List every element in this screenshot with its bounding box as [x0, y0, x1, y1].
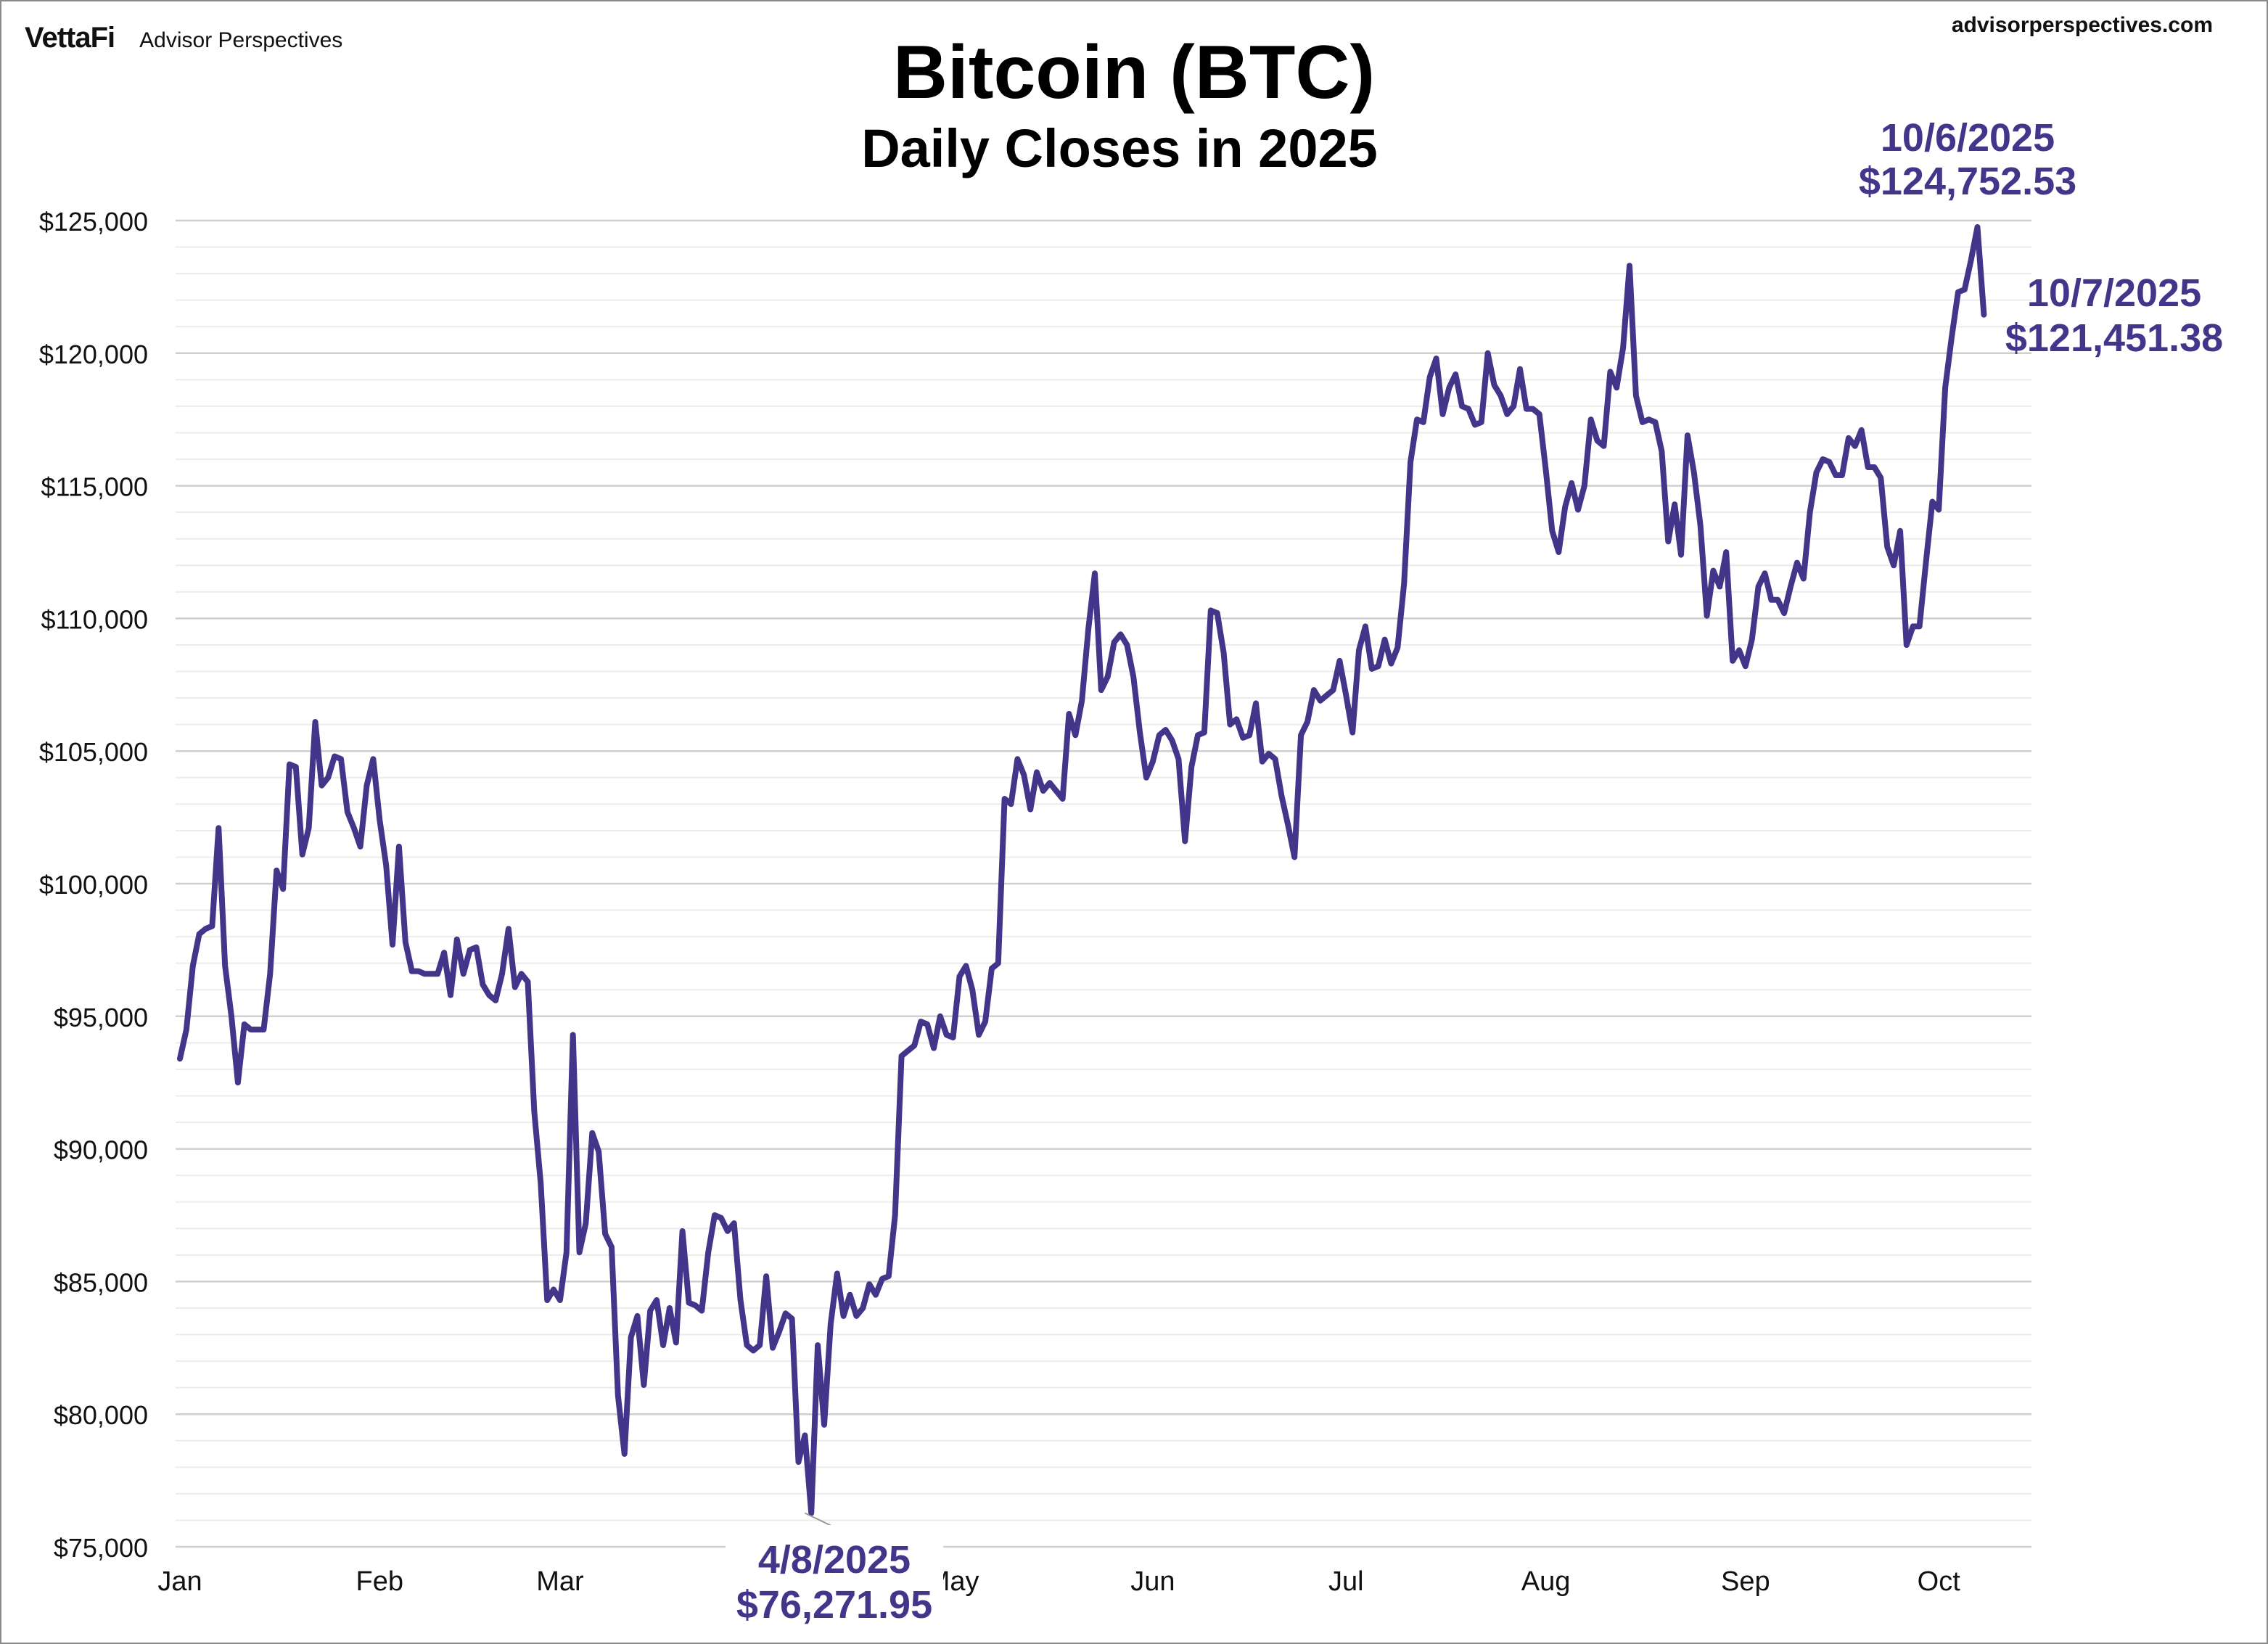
y-tick-label: $80,000	[54, 1400, 148, 1430]
x-tick-label: Oct	[1918, 1566, 1961, 1597]
y-tick-label: $95,000	[54, 1003, 148, 1032]
brand-name: Advisor Perspectives	[139, 28, 343, 52]
x-tick-label: Sep	[1721, 1566, 1770, 1597]
annotation-low-date: 4/8/2025	[758, 1538, 911, 1582]
x-tick-label: Mar	[536, 1566, 584, 1597]
y-tick-label: $105,000	[39, 737, 148, 767]
y-tick-label: $125,000	[39, 207, 148, 237]
y-tick-label: $90,000	[54, 1135, 148, 1165]
annotation-low-value: $76,271.95	[736, 1583, 932, 1627]
y-tick-label: $110,000	[41, 604, 148, 634]
y-tick-label: $100,000	[39, 870, 148, 900]
site-url: advisorperspectives.com	[1951, 13, 2213, 37]
annotation-last-date: 10/7/2025	[2027, 271, 2201, 315]
series-line	[177, 224, 1987, 1516]
y-tick-label: $75,000	[54, 1533, 148, 1563]
annotation-backdrop	[726, 1525, 943, 1619]
annotation-layer: 4/8/2025$76,271.95 10/6/2025$124,752.53 10…	[726, 116, 2223, 1627]
annotation-peak-value: $124,752.53	[1859, 160, 2076, 203]
y-tick-label: $120,000	[39, 340, 148, 369]
series-layer	[177, 224, 1987, 1516]
y-tick-label: $115,000	[41, 472, 148, 502]
y-tick-label: $85,000	[54, 1267, 148, 1297]
annotation-last-value: $121,451.38	[2005, 316, 2223, 360]
vettafi-logo: VettaFi	[25, 22, 115, 54]
x-axis: JanFebMarAprMayJunJulAugSepOct	[157, 1566, 1960, 1597]
grid-layer	[176, 219, 2031, 1548]
x-tick-label: Jun	[1130, 1566, 1175, 1597]
annotation-peak-date: 10/6/2025	[1881, 116, 2055, 160]
x-tick-label: Aug	[1521, 1566, 1571, 1597]
x-tick-label: Feb	[356, 1566, 403, 1597]
x-tick-label: Jul	[1328, 1566, 1364, 1597]
y-axis: $75,000 $80,000 $85,000 $90,000 $95,000 $100,…	[39, 207, 148, 1563]
brand: VettaFi Advisor Perspectives	[25, 22, 342, 54]
x-tick-label: Jan	[157, 1566, 202, 1597]
